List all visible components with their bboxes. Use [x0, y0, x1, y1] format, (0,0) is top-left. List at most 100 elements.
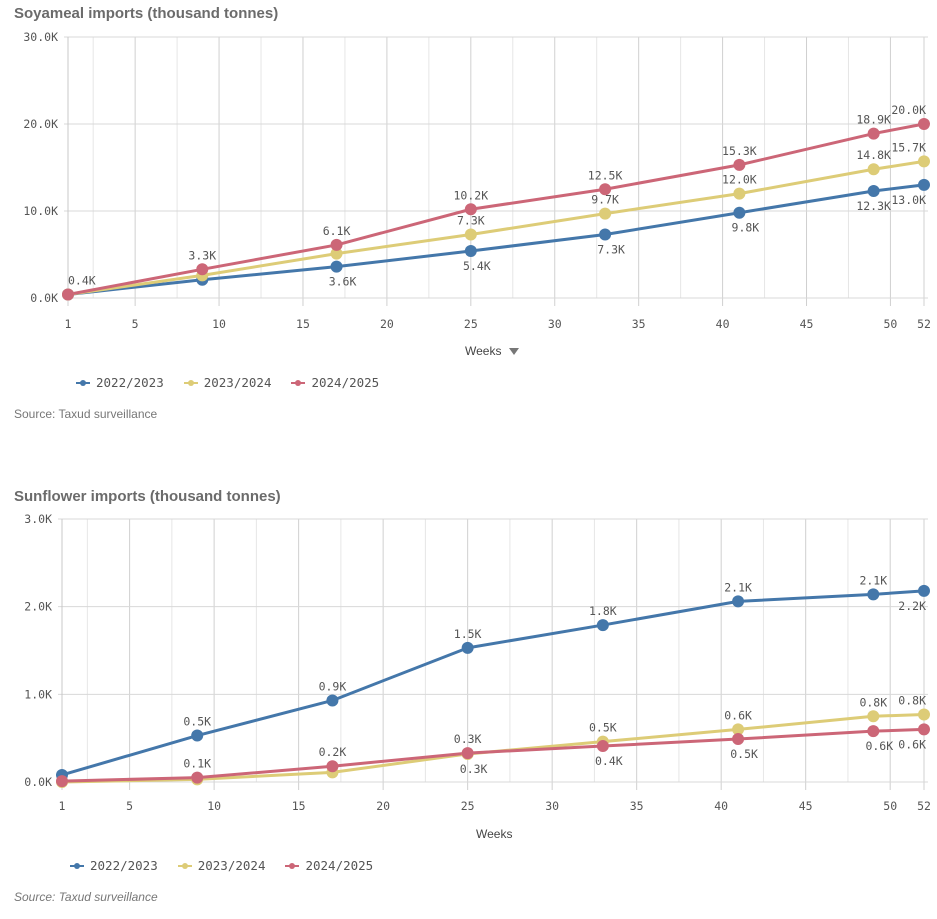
data-label: 10.2K — [454, 188, 489, 202]
data-label: 1.5K — [454, 627, 482, 641]
legend-item-2023-2024[interactable]: 2023/2024 — [183, 375, 272, 390]
legend-marker-icon — [76, 379, 90, 387]
legend-item-2022-2023[interactable]: 2022/2023 — [70, 858, 158, 873]
y-tick-label: 3.0K — [24, 512, 52, 526]
x-tick-label: 1 — [65, 317, 72, 331]
x-tick-label: 1 — [59, 799, 66, 813]
data-point — [596, 740, 609, 753]
data-point — [330, 260, 343, 273]
x-tick-label: 50 — [884, 317, 898, 331]
data-label: 18.9K — [856, 113, 891, 127]
data-label: 0.4K — [68, 274, 96, 288]
data-point — [191, 771, 204, 784]
data-point — [918, 178, 930, 191]
x-tick-label: 20 — [380, 317, 394, 331]
legend-soyameal: 2022/2023 2023/2024 2024/2025 — [76, 375, 379, 390]
data-point — [191, 729, 204, 742]
series-line-2023-2024 — [67, 159, 925, 297]
y-tick-label: 30.0K — [23, 30, 58, 44]
data-point — [464, 203, 477, 216]
legend-label: 2022/2023 — [90, 858, 158, 873]
y-tick-label: 0.0K — [24, 775, 52, 789]
data-point — [326, 760, 339, 773]
legend-marker-icon — [177, 862, 192, 870]
data-point — [464, 228, 477, 241]
data-point — [867, 184, 880, 197]
data-label: 7.3K — [597, 242, 625, 256]
legend-label: 2022/2023 — [96, 375, 164, 390]
data-label: 12.3K — [856, 199, 891, 213]
data-label: 3.6K — [329, 275, 357, 289]
y-tick-label: 10.0K — [23, 204, 58, 218]
data-label: 12.0K — [722, 173, 757, 187]
data-label: 15.7K — [891, 140, 926, 154]
x-tick-label: 45 — [800, 317, 814, 331]
data-label: 0.8K — [898, 693, 926, 707]
y-tick-label: 1.0K — [24, 687, 52, 701]
data-point — [867, 725, 880, 738]
data-point — [62, 288, 74, 301]
data-point — [599, 183, 612, 196]
x-tick-label: 50 — [883, 799, 897, 813]
x-axis-label: Weeks — [476, 827, 513, 841]
data-label: 1.8K — [589, 604, 617, 618]
data-point — [867, 127, 880, 140]
data-point — [464, 245, 477, 258]
x-tick-label: 25 — [464, 317, 478, 331]
legend-item-2024-2025[interactable]: 2024/2025 — [291, 375, 379, 390]
legend-item-2024-2025[interactable]: 2024/2025 — [285, 858, 373, 873]
legend-marker-icon — [285, 862, 300, 870]
x-axis-label: Weeks — [465, 344, 502, 358]
x-tick-label: 45 — [799, 799, 813, 813]
x-tick-label: 30 — [548, 317, 562, 331]
data-label: 0.6K — [724, 708, 752, 722]
x-tick-label: 35 — [632, 317, 646, 331]
x-tick-label: 5 — [132, 317, 139, 331]
data-label: 9.7K — [591, 193, 619, 207]
data-point — [461, 641, 474, 654]
data-label: 20.0K — [891, 103, 926, 117]
data-point — [732, 733, 745, 746]
chart-title-soyameal: Soyameal imports (thousand tonnes) — [14, 5, 279, 22]
data-point — [918, 708, 930, 721]
legend-label: 2023/2024 — [203, 375, 272, 390]
data-label: 0.8K — [859, 695, 887, 709]
x-axis-title-weeks[interactable]: Weeks — [465, 344, 520, 358]
data-point — [196, 263, 209, 276]
x-tick-label: 15 — [292, 799, 306, 813]
data-label: 6.1K — [323, 224, 351, 238]
data-point — [330, 247, 343, 260]
x-tick-label: 52 — [917, 799, 931, 813]
series-line-2022-2023 — [61, 589, 925, 777]
legend-label: 2023/2024 — [197, 858, 266, 873]
data-point — [867, 163, 880, 176]
data-point — [867, 710, 880, 723]
sunflower-line-chart[interactable]: 1 5 10 15 20 25 30 35 40 45 50 520.0K1.0K2.0K3.0K0.… — [0, 480, 937, 850]
x-tick-label: 10 — [207, 799, 221, 813]
data-point — [56, 775, 68, 788]
legend-marker-icon — [183, 379, 198, 387]
data-label: 0.4K — [595, 754, 623, 768]
y-tick-label: 2.0K — [24, 600, 52, 614]
dropdown-arrow-icon[interactable] — [509, 347, 520, 355]
data-label: 0.5K — [589, 721, 617, 735]
legend-item-2023-2024[interactable]: 2023/2024 — [177, 858, 266, 873]
x-tick-label: 35 — [630, 799, 644, 813]
data-label: 7.3K — [457, 213, 485, 227]
data-label: 15.3K — [722, 144, 757, 158]
data-point — [918, 155, 930, 168]
source-note: Source: Taxud surveillance — [14, 407, 158, 421]
data-point — [732, 723, 745, 736]
series-line-2023-2024 — [61, 712, 925, 784]
data-point — [461, 747, 474, 760]
x-tick-label: 20 — [376, 799, 390, 813]
data-label: 3.3K — [188, 248, 216, 262]
data-label: 0.6K — [865, 739, 893, 753]
x-tick-label: 30 — [545, 799, 559, 813]
soyameal-line-chart[interactable]: 1 5 10 15 20 25 30 35 40 45 50 520.0K10.0K20.0K30.0… — [0, 0, 937, 370]
x-tick-label: 15 — [296, 317, 310, 331]
legend-item-2022-2023[interactable]: 2022/2023 — [76, 375, 164, 390]
data-point — [733, 187, 746, 200]
data-label: 9.8K — [732, 221, 760, 235]
data-label: 0.5K — [730, 747, 758, 761]
